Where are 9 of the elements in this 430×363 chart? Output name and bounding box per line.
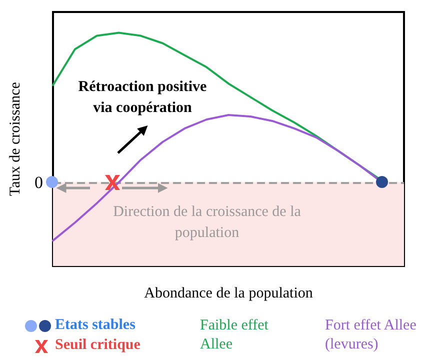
text: Fort effet Allee (levures) [325,318,420,352]
annotation: Direction de la croissance de la population [112,203,302,243]
text: Etats stables [55,317,136,334]
text: Seuil critique [55,337,140,354]
annotation: Rétroaction positive via coopération [77,78,208,118]
ref-line-label: 0 [34,172,43,192]
y-axis-title: Taux de croissance [8,82,24,196]
text: Faible effet Allee [200,318,272,352]
x-axis-title: Abondance de la population [144,286,314,302]
